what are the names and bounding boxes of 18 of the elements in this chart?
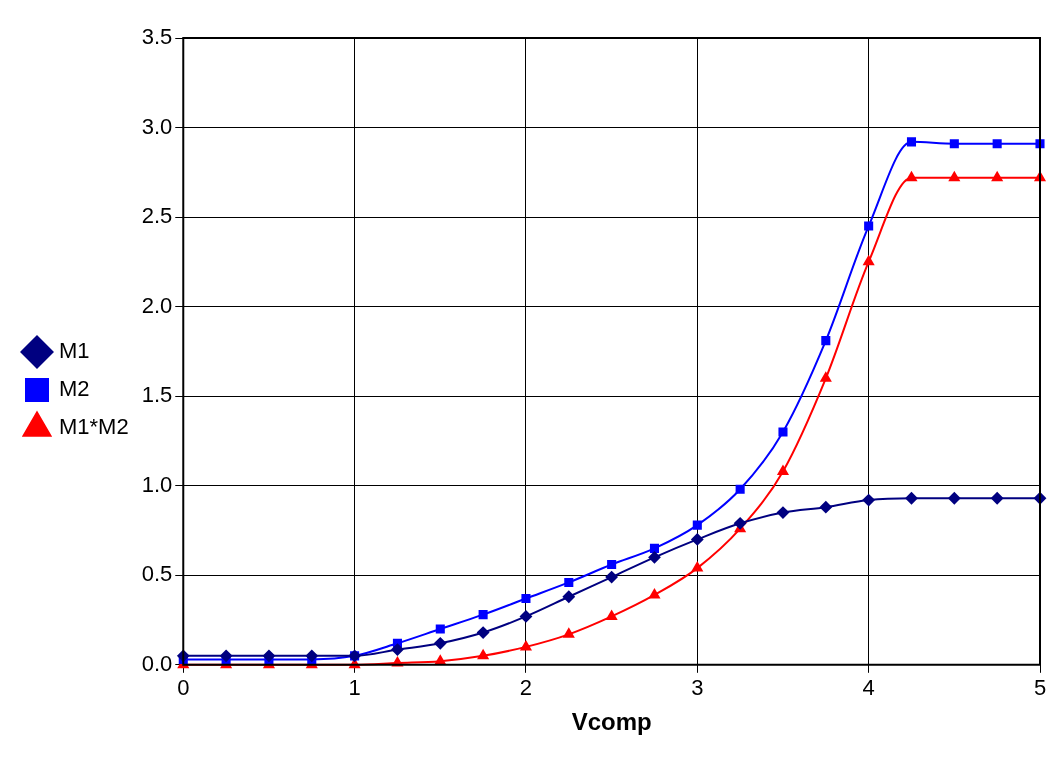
y-tick-label: 0.0 (141, 650, 173, 676)
y-tick-label: 1.0 (141, 471, 173, 497)
x-tick-label: 3 (691, 675, 704, 701)
y-tick-label: 0.5 (141, 561, 173, 587)
x-tick-label: 2 (519, 675, 533, 701)
y-tick-label: 1.5 (141, 382, 173, 408)
y-tick-label: 3.5 (141, 24, 173, 50)
y-tick-label: 2.5 (141, 203, 173, 229)
x-tick-label: 1 (348, 675, 361, 701)
y-tick-label: 2.0 (141, 292, 173, 318)
legend-label: M1*M2 (59, 414, 129, 440)
x-tick-label: 5 (1033, 675, 1047, 701)
x-tick-label: 0 (177, 675, 190, 701)
legend-label: M2 (59, 376, 90, 402)
x-tick-label: 4 (862, 675, 875, 701)
legend-label: M1 (59, 338, 90, 364)
y-tick-label: 3.0 (141, 113, 173, 139)
x-axis-title: Vcomp (571, 708, 652, 736)
